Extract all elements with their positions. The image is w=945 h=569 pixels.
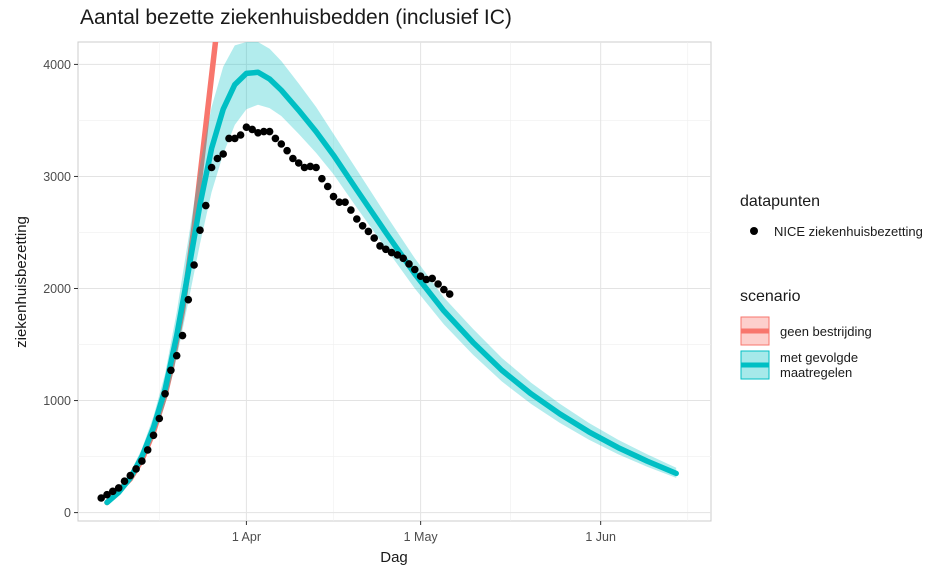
x-tick-label: 1 May bbox=[404, 530, 439, 544]
data-point bbox=[329, 192, 338, 201]
data-point bbox=[196, 226, 204, 234]
data-point bbox=[306, 162, 315, 171]
data-point bbox=[445, 290, 454, 298]
data-point bbox=[405, 260, 413, 268]
data-point bbox=[387, 248, 396, 257]
data-point bbox=[167, 366, 175, 375]
data-point bbox=[399, 254, 408, 263]
y-tick-label: 2000 bbox=[43, 282, 71, 296]
data-point bbox=[300, 163, 309, 172]
legend-label-geen-bestrijding: geen bestrijding bbox=[780, 323, 872, 339]
data-point bbox=[184, 295, 193, 304]
legend-item-nice: NICE ziekenhuisbezetting bbox=[740, 221, 923, 241]
data-point bbox=[265, 127, 274, 136]
y-axis-title: ziekenhuisbezetting bbox=[13, 216, 30, 348]
x-axis-title: Dag bbox=[380, 549, 408, 566]
x-tick-label: 1 Apr bbox=[232, 530, 261, 544]
legend-item-met-maatregelen: met gevolgde maatregelen bbox=[740, 350, 872, 380]
data-point bbox=[149, 431, 158, 440]
data-point bbox=[172, 351, 181, 360]
data-point bbox=[318, 174, 326, 183]
data-point bbox=[382, 245, 390, 254]
chart-title: Aantal bezette ziekenhuisbedden (inclusi… bbox=[80, 6, 512, 29]
data-point bbox=[242, 123, 251, 131]
data-point bbox=[416, 272, 425, 281]
data-point bbox=[103, 490, 111, 499]
data-point bbox=[143, 446, 152, 454]
data-point bbox=[231, 134, 239, 143]
data-point bbox=[411, 265, 419, 274]
data-point bbox=[213, 154, 222, 163]
legend-scenario: scenario geen bestrijding met gevolgde m… bbox=[740, 288, 872, 384]
data-point bbox=[219, 150, 227, 158]
y-tick-label: 3000 bbox=[43, 170, 71, 184]
data-point bbox=[294, 159, 303, 167]
data-point bbox=[353, 215, 361, 223]
data-point bbox=[202, 201, 210, 210]
legend-title-scenario: scenario bbox=[740, 288, 801, 305]
data-point bbox=[225, 134, 233, 143]
y-tick-label: 0 bbox=[64, 506, 71, 520]
data-point bbox=[248, 125, 256, 134]
data-point bbox=[178, 331, 187, 340]
data-point bbox=[393, 251, 402, 259]
data-point bbox=[260, 127, 268, 136]
data-point bbox=[277, 140, 286, 148]
data-point bbox=[120, 477, 129, 486]
legend-key-red-line bbox=[740, 316, 770, 346]
data-point bbox=[132, 465, 140, 473]
legend-title-datapunten: datapunten bbox=[740, 193, 821, 210]
data-point bbox=[161, 390, 169, 398]
legend-datapunten: datapunten NICE ziekenhuisbezetting bbox=[740, 193, 923, 245]
data-point bbox=[347, 206, 355, 214]
legend-key-point bbox=[750, 227, 758, 235]
data-point bbox=[358, 222, 367, 230]
data-point bbox=[207, 163, 216, 172]
y-tick-label: 1000 bbox=[43, 394, 71, 408]
data-point bbox=[236, 131, 245, 139]
data-point bbox=[190, 261, 198, 269]
confidence-band bbox=[107, 42, 677, 505]
x-tick-label: 1 Jun bbox=[585, 530, 616, 544]
data-point bbox=[254, 129, 262, 137]
data-point bbox=[126, 471, 135, 480]
data-point bbox=[323, 182, 332, 191]
data-point bbox=[289, 154, 297, 163]
data-point bbox=[138, 457, 146, 465]
data-layer bbox=[97, 42, 679, 506]
data-point bbox=[370, 234, 379, 242]
axis-layer: 0 1000 2000 3000 4000 1 Apr 1 May 1 Jun bbox=[43, 58, 616, 544]
legend-label-met-maatregelen: met gevolgde maatregelen bbox=[780, 350, 859, 380]
legend-key-teal-line bbox=[740, 350, 770, 380]
data-point bbox=[97, 494, 105, 502]
data-point bbox=[155, 414, 164, 423]
data-point bbox=[428, 274, 437, 283]
data-point bbox=[335, 198, 344, 206]
data-point bbox=[312, 163, 320, 172]
y-tick-label: 4000 bbox=[43, 58, 71, 72]
data-point bbox=[341, 198, 349, 206]
series-line-met-maatregelen bbox=[104, 69, 679, 506]
data-point bbox=[422, 275, 431, 284]
data-point bbox=[283, 146, 291, 155]
legend-label-nice: NICE ziekenhuisbezetting bbox=[774, 223, 923, 239]
data-point bbox=[109, 487, 117, 496]
data-point bbox=[364, 227, 373, 236]
legend-item-geen-bestrijding: geen bestrijding bbox=[740, 316, 872, 346]
data-point bbox=[376, 242, 384, 250]
data-point bbox=[114, 484, 123, 492]
data-point bbox=[434, 280, 442, 288]
data-point bbox=[271, 134, 280, 143]
data-point bbox=[440, 285, 448, 294]
